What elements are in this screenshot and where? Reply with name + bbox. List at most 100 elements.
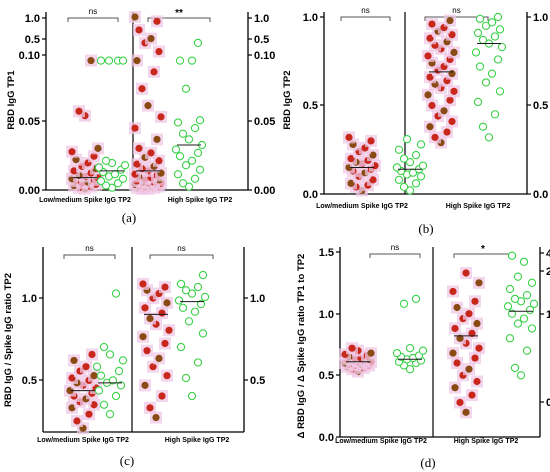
data-point xyxy=(158,392,166,400)
y-axis-label: RBD IgG / Spike IgG ratio TP2 xyxy=(3,273,14,407)
data-point xyxy=(173,118,183,127)
data-point xyxy=(495,87,505,96)
y-tick-label: 0.0 xyxy=(303,189,318,201)
data-point xyxy=(519,314,529,323)
data-point xyxy=(131,13,139,21)
y-tick-label: 0.5 xyxy=(303,100,318,112)
data-point xyxy=(473,28,483,38)
data-point xyxy=(493,12,503,22)
data-point xyxy=(405,157,415,167)
panel-label: (c) xyxy=(120,453,134,468)
data-point xyxy=(73,417,81,425)
data-point xyxy=(161,283,169,291)
data-point xyxy=(195,116,205,125)
data-point xyxy=(90,372,98,380)
data-point xyxy=(111,289,121,298)
data-point xyxy=(113,179,123,188)
x-category-label: Low/medium Spike IgG TP2 xyxy=(316,203,408,210)
y-tick-label: 0.5 xyxy=(319,370,334,382)
data-point xyxy=(487,18,497,27)
data-point xyxy=(118,174,128,183)
series-open-1 xyxy=(92,289,128,419)
data-point xyxy=(490,110,500,119)
chart-panel-c: RBD IgG / Spike IgG ratio TP2 0.5 1.0 0.5 1.… xyxy=(3,244,265,468)
series-filled-2 xyxy=(137,277,175,424)
data-point xyxy=(184,135,194,144)
chart-panel-b: RBD IgG TP2 0.0 0.5 1.0 0.0 0.5 1.0 Low/medium … xyxy=(282,6,548,236)
data-point xyxy=(70,167,78,175)
data-point xyxy=(187,56,197,65)
data-point xyxy=(471,297,479,305)
data-point xyxy=(190,307,200,316)
data-point xyxy=(411,179,421,188)
data-point xyxy=(426,34,434,42)
data-point xyxy=(133,160,141,168)
data-point xyxy=(198,270,208,280)
data-point xyxy=(135,26,143,34)
data-point xyxy=(193,358,203,367)
series-open-3 xyxy=(171,38,207,191)
data-point xyxy=(456,398,464,407)
data-point xyxy=(175,56,185,65)
data-point xyxy=(468,391,476,399)
series-open-3 xyxy=(471,12,507,142)
data-point xyxy=(416,140,426,149)
data-point xyxy=(475,279,483,287)
significance-label: * xyxy=(481,244,485,255)
y-tick-label: 0.5 xyxy=(22,375,37,387)
data-point xyxy=(181,373,191,383)
data-point xyxy=(367,137,375,145)
data-point xyxy=(111,391,121,401)
series-open-3 xyxy=(503,251,539,380)
data-point xyxy=(92,362,102,371)
significance-bracket xyxy=(149,254,214,259)
data-point xyxy=(527,278,537,287)
data-point xyxy=(193,38,203,48)
y-tick-label: 0.05 xyxy=(19,116,40,128)
data-point xyxy=(448,117,456,126)
data-point xyxy=(394,175,404,184)
data-point xyxy=(347,155,355,163)
series-filled-0 xyxy=(343,131,381,197)
panel-label: (a) xyxy=(122,210,136,225)
data-point xyxy=(475,14,485,23)
data-point xyxy=(487,69,497,78)
data-point xyxy=(99,400,109,409)
data-point xyxy=(440,107,448,115)
data-point xyxy=(392,163,402,172)
significance-label: ns xyxy=(89,7,97,16)
right-tick-label: 0.5 xyxy=(250,375,265,387)
data-point xyxy=(157,113,165,121)
data-point xyxy=(101,156,111,165)
data-point xyxy=(120,161,130,170)
data-point xyxy=(513,319,523,328)
series-open-1 xyxy=(94,56,130,192)
data-point xyxy=(195,165,205,174)
data-point xyxy=(424,91,432,99)
significance-label: ns xyxy=(85,244,93,253)
data-point xyxy=(118,56,128,65)
data-point xyxy=(153,135,161,143)
data-point xyxy=(171,145,181,154)
significance-label: ns xyxy=(452,6,460,15)
data-point xyxy=(198,329,208,338)
data-point xyxy=(99,342,109,352)
data-point xyxy=(431,133,439,141)
data-point xyxy=(94,386,104,395)
data-point xyxy=(82,363,90,371)
panel-label: (d) xyxy=(420,455,435,470)
significance-label: ns xyxy=(361,6,369,15)
data-point xyxy=(449,349,457,357)
data-point xyxy=(478,122,488,131)
data-point xyxy=(178,129,188,138)
series-filled-2 xyxy=(447,266,485,419)
data-point xyxy=(165,326,173,334)
data-point xyxy=(163,372,171,380)
data-point xyxy=(446,16,454,25)
data-point xyxy=(114,366,124,376)
data-point xyxy=(473,377,481,386)
data-point xyxy=(475,344,483,352)
y-tick-label: 0.5 xyxy=(25,34,40,46)
data-point xyxy=(190,123,200,133)
data-point xyxy=(96,56,106,65)
